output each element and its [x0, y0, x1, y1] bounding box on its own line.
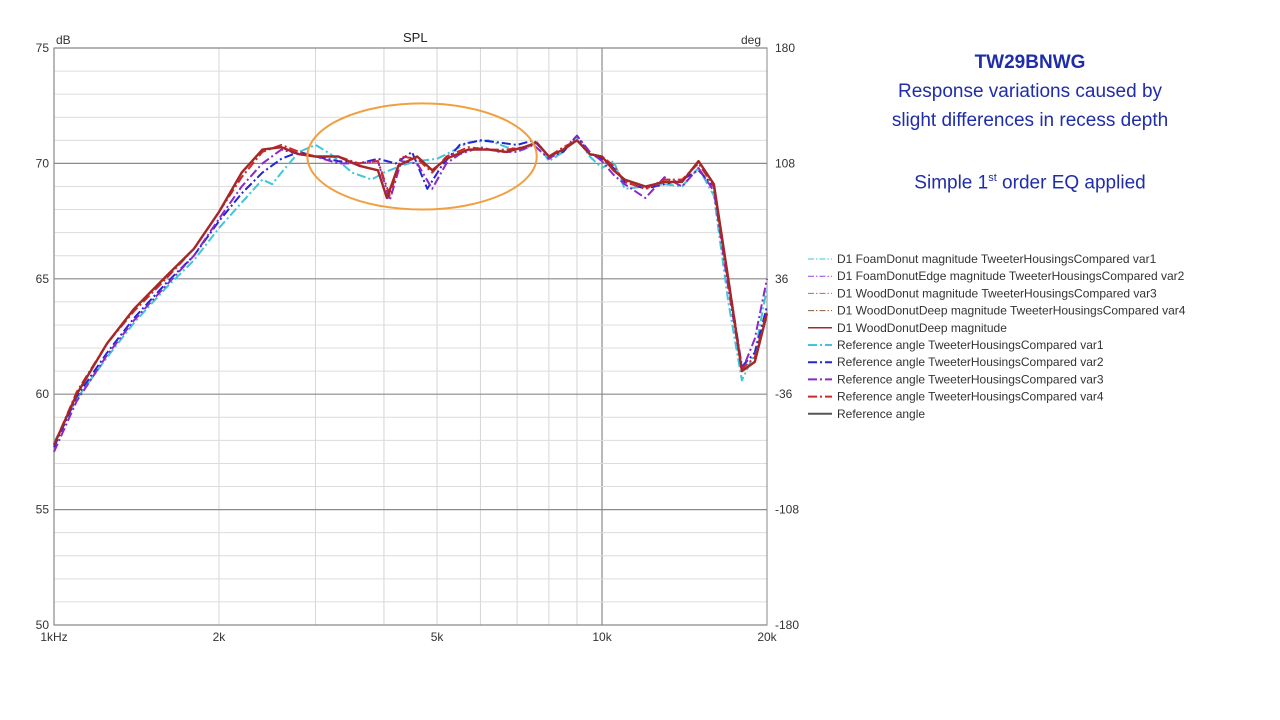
notes-eq-sup: st — [988, 172, 997, 184]
y2-tick-label: 36 — [775, 272, 789, 286]
x-tick-label: 1kHz — [40, 630, 67, 644]
plot-frame — [53, 47, 768, 626]
y2-tick-label: -108 — [775, 503, 799, 517]
x-tick-labels: 1kHz 2k 5k 10k 20k — [40, 630, 777, 644]
legend-label: D1 FoamDonutEdge magnitude TweeterHousin… — [837, 269, 1185, 283]
legend-label: Reference angle TweeterHousingsCompared … — [837, 372, 1104, 386]
y2-tick-label: 180 — [775, 41, 795, 55]
notes-line-1: Response variations caused by — [897, 81, 1163, 102]
grid-lines — [53, 47, 768, 626]
y-axis-unit: dB — [56, 33, 71, 47]
y-tick-label: 50 — [36, 618, 50, 632]
y-tick-label: 75 — [36, 41, 50, 55]
annotation-notes: TW29BNWG Response variations caused by s… — [820, 48, 1240, 197]
y2-tick-label: 108 — [775, 156, 795, 170]
series-line — [53, 137, 768, 444]
y2-tick-labels: -180 -108 -36 36 108 180 — [775, 41, 799, 632]
legend-label: Reference angle TweeterHousingsCompared … — [837, 355, 1104, 369]
legend-label: D1 WoodDonut magnitude TweeterHousingsCo… — [837, 286, 1157, 300]
y-tick-label: 60 — [36, 387, 50, 401]
legend-label: Reference angle TweeterHousingsCompared … — [837, 338, 1104, 352]
y-tick-labels: 50 55 60 65 70 75 — [36, 41, 50, 632]
chart-title: SPL — [403, 30, 428, 45]
y-tick-label: 55 — [36, 503, 50, 517]
legend-label: D1 WoodDonutDeep magnitude — [837, 321, 1007, 335]
legend-label: Reference angle TweeterHousingsCompared … — [837, 390, 1104, 404]
legend: D1 FoamDonut magnitude TweeterHousingsCo… — [808, 252, 1186, 421]
notes-eq-suffix: order EQ applied — [996, 172, 1146, 194]
notes-eq-line: Simple 1st order EQ applied — [820, 164, 1240, 197]
data-series — [52, 134, 769, 453]
notes-line-2: slight differences in recess depth — [891, 110, 1169, 131]
x-tick-label: 5k — [431, 630, 445, 644]
legend-label: D1 WoodDonutDeep magnitude TweeterHousin… — [837, 304, 1186, 318]
series-line — [52, 139, 769, 446]
notes-heading: TW29BNWG — [974, 52, 1086, 73]
y-tick-label: 65 — [36, 272, 50, 286]
x-tick-label: 2k — [213, 630, 227, 644]
notes-eq-prefix: Simple 1 — [914, 172, 989, 194]
series-line — [53, 139, 768, 446]
highlight-ellipse — [306, 102, 538, 211]
legend-label: Reference angle — [837, 407, 925, 421]
notes-spacer — [820, 135, 1240, 164]
x-tick-label: 20k — [757, 630, 777, 644]
y2-axis-unit: deg — [741, 33, 761, 47]
y2-tick-label: -36 — [775, 387, 793, 401]
x-tick-label: 10k — [592, 630, 612, 644]
legend-label: D1 FoamDonut magnitude TweeterHousingsCo… — [837, 252, 1157, 266]
y-tick-label: 70 — [36, 156, 50, 170]
y2-tick-label: -180 — [775, 618, 799, 632]
